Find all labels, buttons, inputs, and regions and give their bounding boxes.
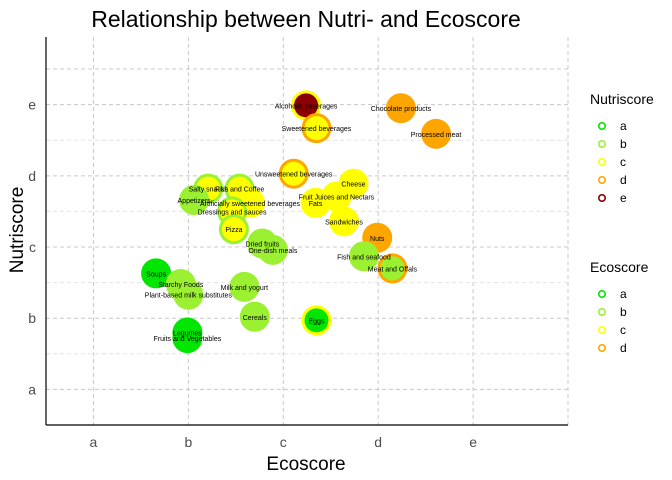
- point-labels: Alcoholic beverages Sweetened beverages Ch…: [145, 103, 462, 343]
- legend-label: a: [620, 119, 627, 133]
- point-nutri-fill: [221, 217, 246, 242]
- point-nutri-fill: [351, 244, 376, 269]
- y-tick-label: b: [28, 310, 36, 326]
- point-label: Soups: [146, 271, 166, 278]
- x-tick-label: d: [374, 434, 382, 450]
- legend-key: [597, 307, 606, 316]
- point-nutri-fill: [294, 93, 319, 118]
- legend-title: Nutriscore: [590, 91, 654, 107]
- chart-title: Relationship between Nutri- and Ecoscore: [91, 6, 521, 32]
- point-nutri-fill: [176, 282, 201, 307]
- point-label: Legumes: [173, 330, 202, 337]
- y-tick-label: a: [28, 381, 36, 397]
- point-nutri-fill: [380, 256, 405, 281]
- point-label: Salty snacks: [189, 187, 229, 194]
- legend-label: d: [620, 341, 627, 355]
- point-nutri-fill: [260, 237, 285, 262]
- point-nutri-fill: [182, 188, 207, 213]
- point-nutri-fill: [175, 326, 200, 351]
- point-nutri-fill: [303, 190, 328, 215]
- point-label: Chocolate products: [371, 106, 432, 113]
- data-points: [141, 90, 452, 354]
- point-label: Fish and Coffee: [215, 187, 264, 194]
- legend-key: [597, 194, 606, 203]
- y-tick-label: d: [28, 168, 36, 184]
- point-nutri-fill: [332, 209, 357, 234]
- point-nutri-fill: [242, 304, 267, 329]
- legend-label: d: [620, 173, 627, 187]
- point-label: Alcoholic beverages: [275, 103, 338, 110]
- point-label: Starchy Foods: [158, 282, 204, 289]
- point-label: Pizza: [225, 227, 242, 234]
- legend-label: a: [620, 287, 627, 301]
- legend-key: [597, 343, 606, 352]
- legend-key: [597, 325, 606, 334]
- point-nutri-fill: [304, 308, 329, 333]
- point-nutri-fill: [144, 261, 169, 286]
- point-label: Dried fruits: [245, 241, 279, 248]
- point-label: Eggs: [309, 318, 325, 325]
- point-label: Sandwiches: [325, 219, 363, 226]
- point-label: Fruit Juices and Nectars: [299, 194, 375, 201]
- x-tick-label: e: [469, 434, 477, 450]
- point-label: Dressings and sauces: [198, 209, 267, 216]
- point-nutri-fill: [281, 161, 306, 186]
- point-label: Nuts: [370, 236, 385, 243]
- legend-key: [597, 122, 606, 131]
- point-label: Meat and Offals: [368, 266, 418, 273]
- point-label: Cheese: [341, 182, 365, 189]
- legend-label: b: [620, 137, 627, 151]
- x-tick-label: c: [280, 434, 287, 450]
- point-nutri-fill: [424, 121, 449, 146]
- y-tick-label: c: [29, 239, 36, 255]
- legend-label: e: [620, 191, 627, 205]
- y-tick-label: e: [28, 97, 36, 113]
- point-label: Fruits and Vegetables: [154, 336, 222, 343]
- axes: a b c d e a b c d e: [28, 37, 568, 450]
- legend-key: [597, 158, 606, 167]
- point-label: Sweetened beverages: [282, 126, 352, 133]
- x-tick-label: a: [90, 434, 98, 450]
- point-nutri-fill: [232, 274, 257, 299]
- point-label: Fish and seafood: [337, 254, 391, 261]
- point-label: Cereals: [243, 315, 268, 322]
- legend-key: [597, 289, 606, 298]
- point-label: Plant-based milk substitutes: [145, 293, 233, 300]
- point-label: Unsweetened beverages: [255, 172, 333, 179]
- y-axis-title: Nutriscore: [7, 187, 28, 274]
- point-label: Artificially sweetened beverages: [200, 201, 300, 208]
- point-nutri-fill: [304, 116, 329, 141]
- point-label: Processed meat: [411, 132, 462, 139]
- point-label: Appetizers: [178, 198, 212, 205]
- point-label: One-dish meals: [248, 248, 298, 255]
- legend-key: [597, 140, 606, 149]
- x-tick-label: b: [184, 434, 192, 450]
- point-label: Milk and yogurt: [221, 285, 269, 292]
- legend-key: [597, 176, 606, 185]
- legend-title: Ecoscore: [590, 259, 649, 275]
- point-label: Fats: [309, 201, 323, 208]
- x-axis-title: Ecoscore: [266, 454, 345, 475]
- legend-label: c: [620, 155, 626, 169]
- legend-label: b: [620, 305, 627, 319]
- legend-label: c: [620, 323, 626, 337]
- point-nutri-fill: [388, 96, 413, 121]
